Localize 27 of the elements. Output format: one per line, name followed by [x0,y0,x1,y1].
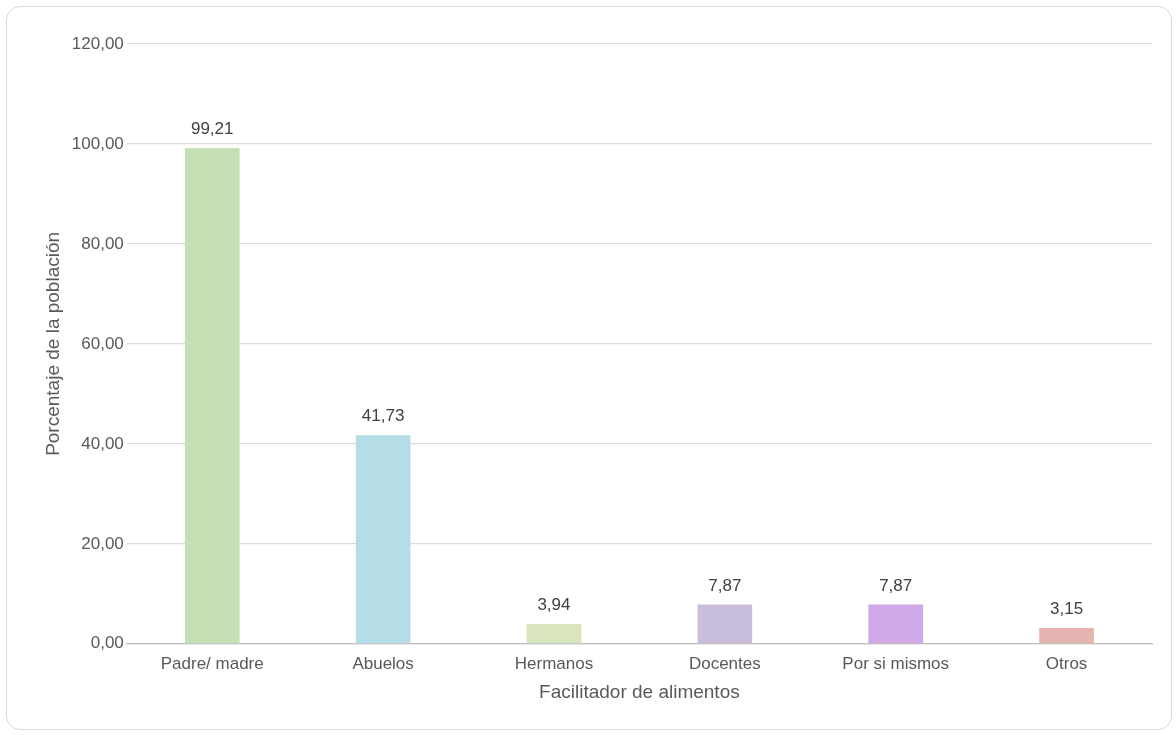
x-tick-label: Por si mismos [842,653,950,673]
data-label: 99,21 [190,119,234,139]
y-tick-label: 20,00 [81,533,124,553]
x-tick-label: Docentes [688,653,761,673]
y-tick-label: 80,00 [81,233,124,253]
y-axis-title: Porcentaje de la población [41,231,63,456]
data-label: 41,73 [361,406,405,426]
x-tick-label: Hermanos [514,653,594,673]
x-tick-label: Otros [1045,653,1088,673]
bar [355,435,411,644]
data-label: 3,94 [537,595,571,615]
bar [184,147,240,644]
bar [697,604,753,644]
y-tick-label: 120,00 [71,33,124,53]
x-tick-label: Abuelos [352,653,414,673]
data-label: 7,87 [879,575,913,595]
x-tick-label: Padre/ madre [160,653,264,673]
y-tick-label: 60,00 [81,333,124,353]
x-axis-title: Facilitador de alimentos [539,680,740,702]
y-tick-label: 100,00 [71,133,124,153]
data-label: 3,15 [1050,599,1084,619]
bar [868,604,924,644]
y-tick-label: 0,00 [90,633,124,653]
data-label: 7,87 [708,575,742,595]
bar [526,624,582,644]
y-tick-label: 40,00 [81,433,124,453]
bar [1039,628,1094,644]
